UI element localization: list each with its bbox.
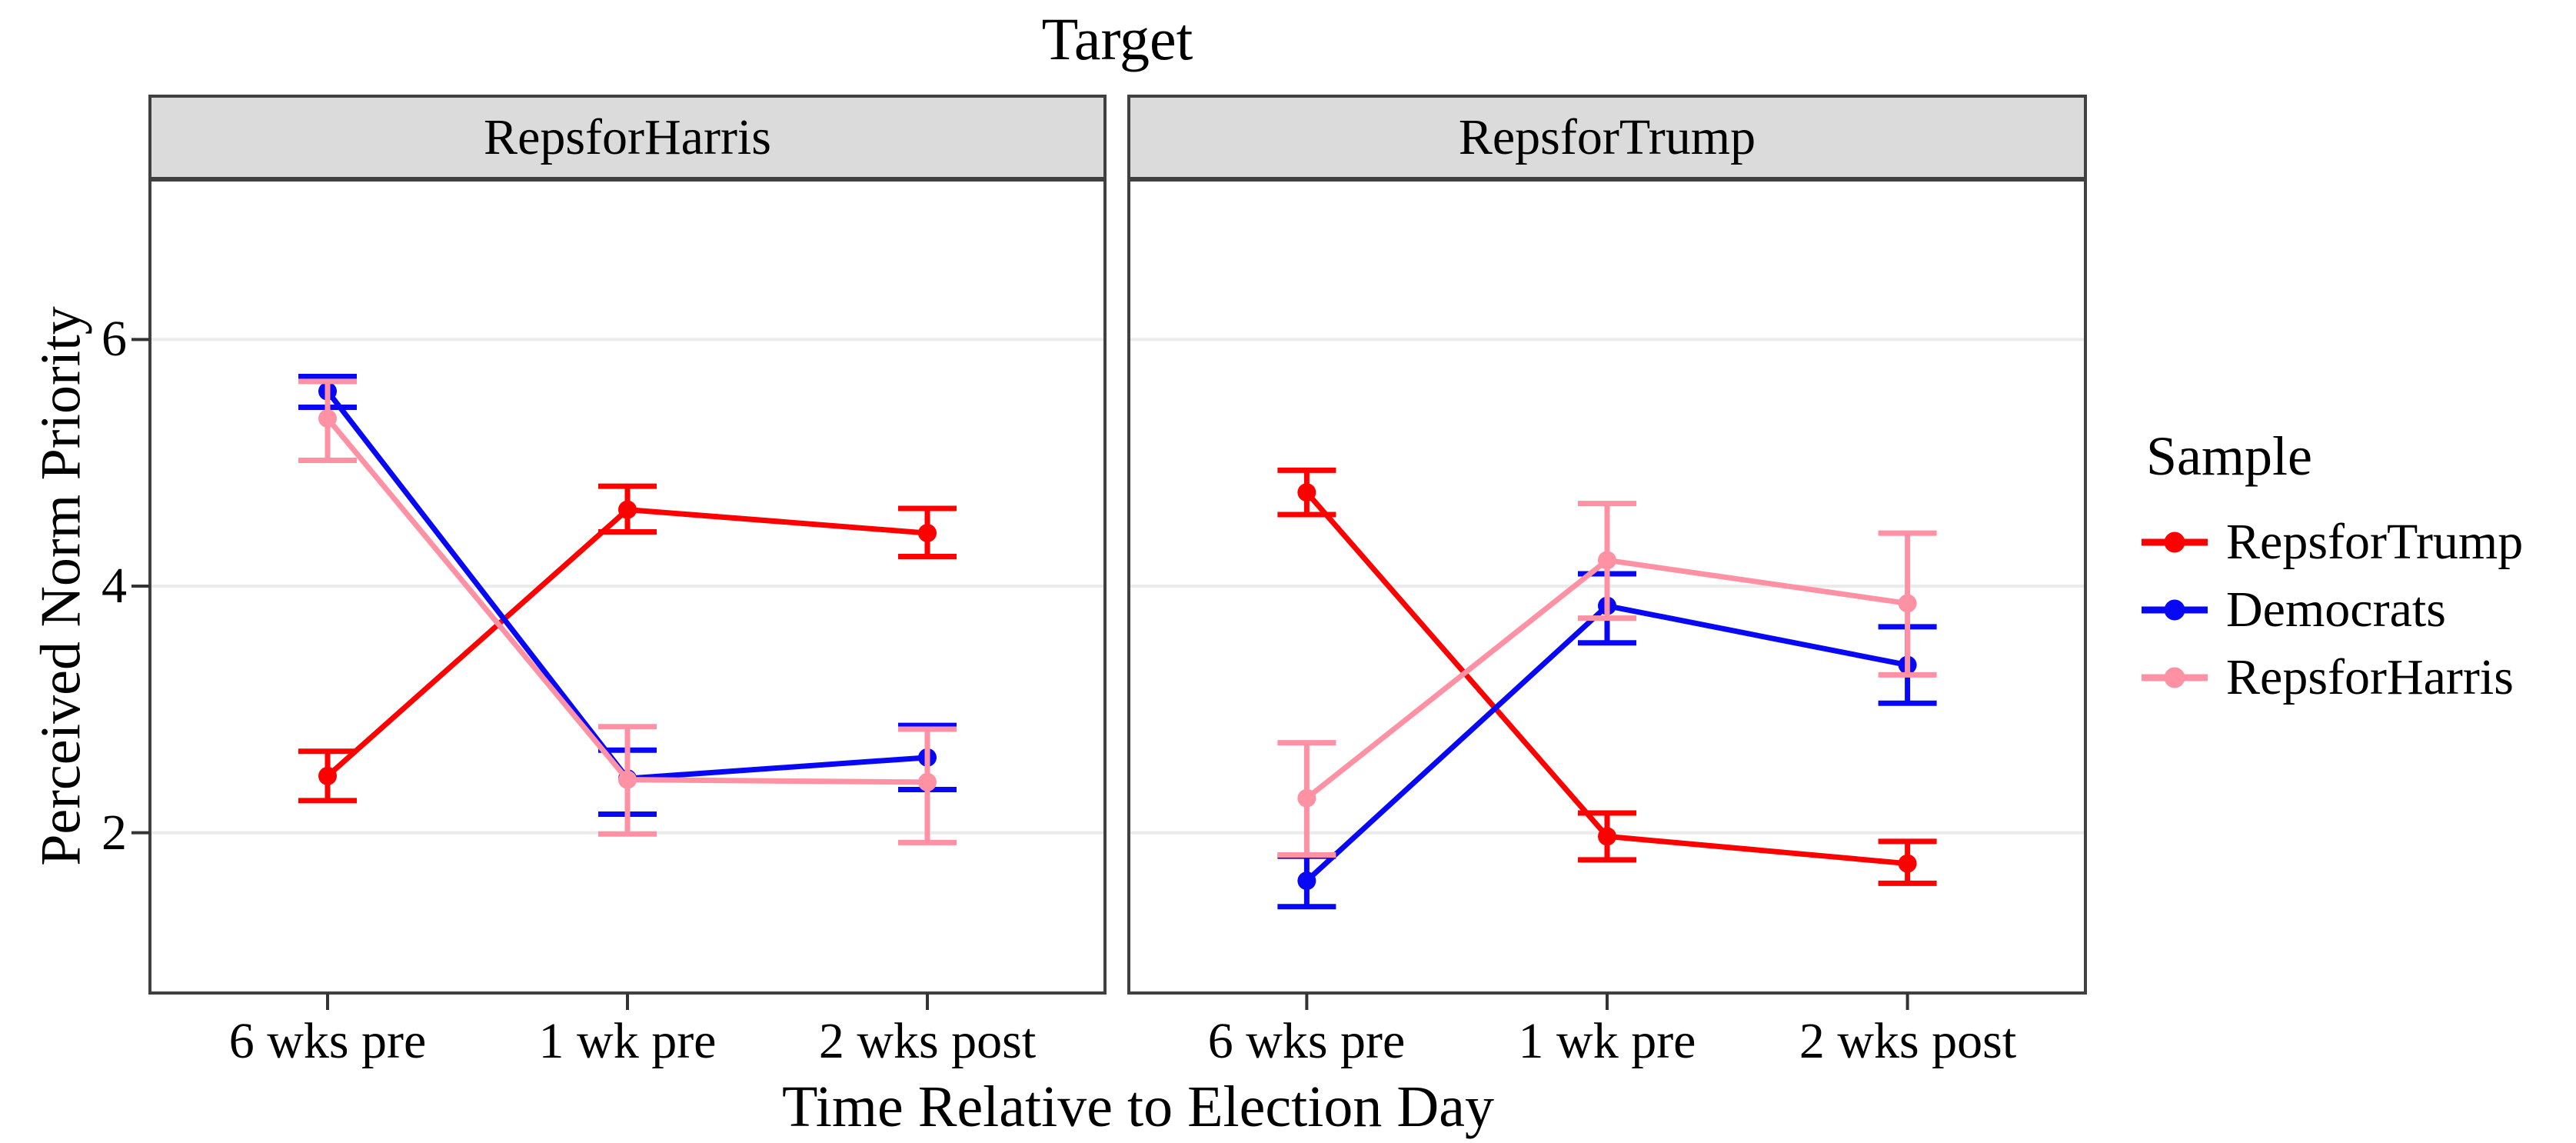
series-RepsforTrump-panel-RepsforTrump [1277, 467, 1937, 886]
data-point [1297, 483, 1316, 502]
facet-strip-label-text: RepsforTrump [1458, 109, 1756, 165]
data-point [1598, 551, 1616, 570]
point-glyph-icon [2164, 667, 2185, 688]
legend-key [2142, 576, 2208, 644]
data-point [1297, 871, 1316, 891]
legend-title: Sample [2146, 425, 2312, 487]
data-point [917, 772, 937, 791]
data-point [618, 770, 637, 789]
y-tick-label-2: 2 [102, 805, 127, 861]
legend-entry-repsfortrump: RepsforTrump [2142, 508, 2523, 576]
data-point [1598, 827, 1616, 846]
legend-key [2142, 644, 2208, 711]
legend: Sample RepsforTrump Democrats RepsforHar… [2142, 425, 2523, 711]
x-tick-label: 6 wks pre [228, 1013, 427, 1069]
x-axis-title: Time Relative to Election Day [782, 1075, 1494, 1139]
x-tick-label: 6 wks pre [1207, 1013, 1406, 1069]
x-tick-label: 1 wk pre [1518, 1013, 1696, 1069]
facet-strip-label-repsforharris: RepsforHarris [150, 96, 1105, 179]
legend-label: RepsforHarris [2226, 649, 2514, 705]
series-RepsforTrump-panel-RepsforHarris [298, 483, 957, 804]
plot-title: Target [1041, 5, 1193, 72]
point-glyph-icon [2164, 599, 2185, 621]
data-point [1898, 854, 1917, 873]
data-point [618, 500, 637, 519]
legend-entry-repsforharris: RepsforHarris [2142, 644, 2523, 711]
legend-label: RepsforTrump [2226, 514, 2524, 570]
legend-key [2142, 508, 2208, 576]
x-tick-label: 1 wk pre [538, 1013, 717, 1069]
data-point [1898, 594, 1917, 613]
point-glyph-icon [2164, 532, 2185, 553]
facet-strip [1127, 95, 2087, 181]
series-RepsforHarris-panel-RepsforHarris [298, 378, 957, 845]
data-point [917, 524, 937, 543]
y-tick-label-6: 6 [102, 311, 127, 367]
data-point [1297, 788, 1316, 808]
facet-strip-label-text: RepsforHarris [484, 109, 771, 165]
legend-entry-democrats: Democrats [2142, 576, 2523, 644]
x-tick-label: 2 wks post [1799, 1013, 2017, 1069]
data-point [318, 766, 338, 785]
facet-strip-label-repsfortrump: RepsforTrump [1129, 96, 2085, 179]
series-RepsforHarris-panel-RepsforTrump [1277, 501, 1937, 858]
y-tick-label-4: 4 [102, 558, 127, 614]
x-tick-label: 2 wks post [818, 1013, 1037, 1069]
data-point [318, 408, 338, 428]
legend-label: Democrats [2226, 581, 2446, 638]
